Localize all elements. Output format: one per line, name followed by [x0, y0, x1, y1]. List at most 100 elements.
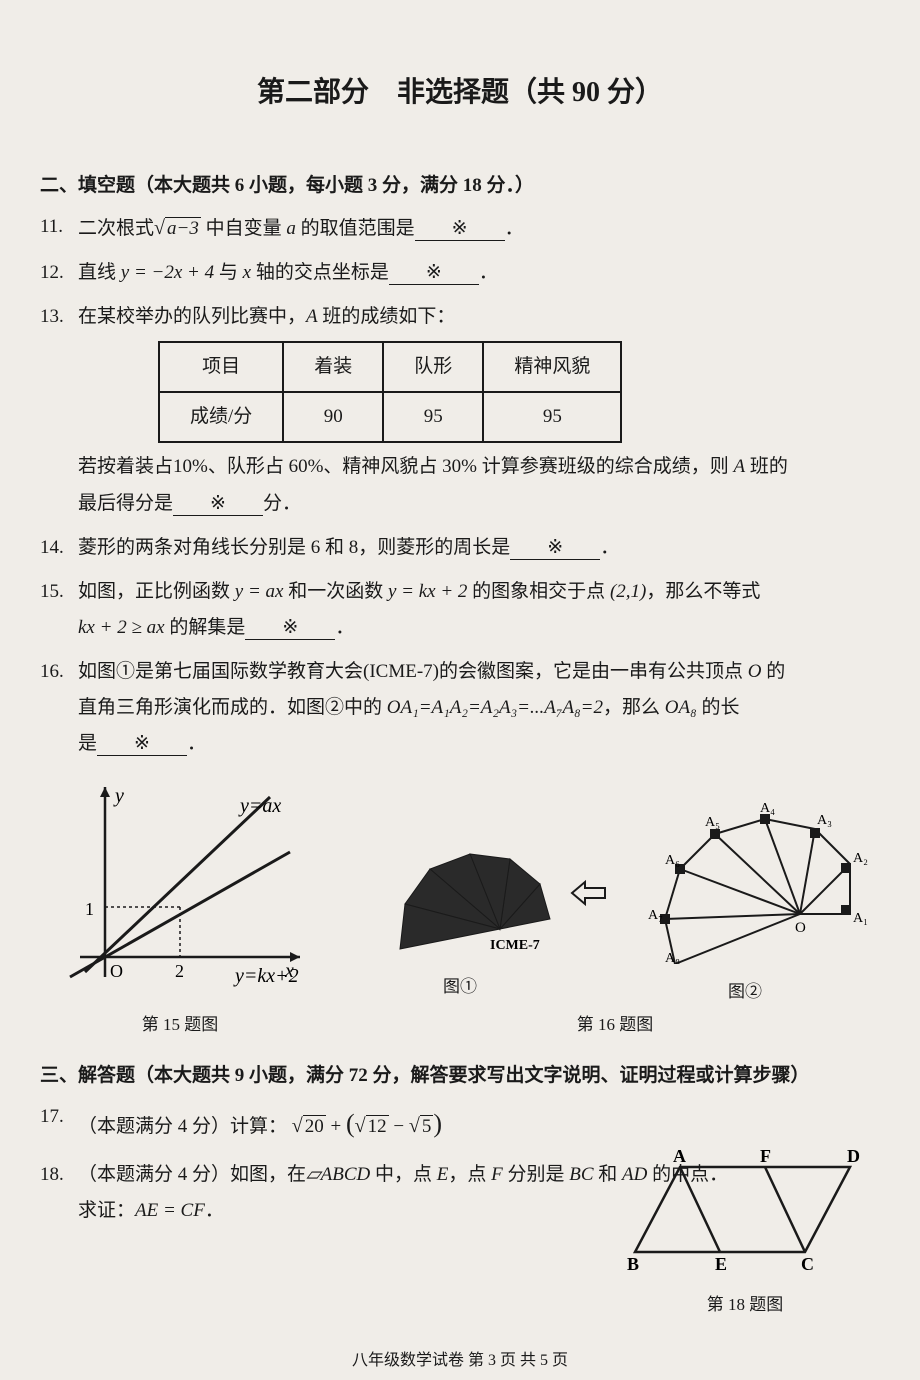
svg-text:F: F: [760, 1147, 771, 1166]
table-header-row: 项目 着装 队形 精神风貌: [159, 342, 621, 392]
q13-text2: 班的成绩如下：: [318, 306, 456, 327]
svg-text:2: 2: [175, 961, 184, 981]
question-12: 12. 直线 y = −2x + 4 与 x 轴的交点坐标是※．: [50, 255, 870, 291]
question-13: 13. 在某校举办的队列比赛中，A 班的成绩如下： 项目 着装 队形 精神风貌 …: [50, 299, 870, 521]
q16-eq: OA₁=A₁A₂=A₂A₃=...A₇A₈=2: [387, 697, 603, 718]
sqrt-icon: 5: [409, 1107, 433, 1145]
q18-end: ．: [205, 1200, 224, 1221]
question-17: 17. （本题满分 4 分）计算： 20 + (12 − 5): [50, 1099, 870, 1148]
lparen: (: [346, 1109, 355, 1138]
fig16-sub1-block: ICME-7 图①: [360, 789, 560, 997]
svg-text:A₁: A₁: [853, 911, 868, 926]
q16-t1: 如图①是第七届国际数学教育大会(ICME-7)的会徽图案，它是由一串有公共顶点: [78, 661, 748, 682]
sqrt-icon: a−3: [154, 209, 201, 247]
q11-after: 的取值范围是: [296, 218, 415, 239]
svg-text:y=kx+2: y=kx+2: [233, 965, 299, 987]
page-title: 第二部分 非选择题（共 90 分）: [50, 70, 870, 110]
figure-16: ICME-7 图①: [360, 784, 870, 1035]
q18-bc: BC: [569, 1164, 593, 1185]
q18-prefix: （本题满分 4 分）如图，在: [78, 1164, 306, 1185]
rparen: ): [433, 1109, 442, 1138]
q12-before: 直线: [78, 262, 121, 283]
q12-eq: y = −2x + 4: [121, 262, 214, 283]
q12-num: 12.: [40, 255, 64, 291]
q15-ineq: kx + 2 ≥ ax: [78, 617, 165, 638]
svg-text:A₆: A₆: [665, 853, 680, 868]
td-label: 成绩/分: [159, 392, 283, 442]
q18-f: F: [491, 1164, 503, 1185]
q16-t6: 是: [78, 733, 97, 754]
q15-end: ．: [335, 617, 354, 638]
q13-class: A: [306, 306, 318, 327]
page-footer: 八年级数学试卷 第 3 页 共 5 页: [352, 1346, 568, 1370]
section-2-header: 二、填空题（本大题共 6 小题，每小题 3 分，满分 18 分．）: [40, 170, 870, 197]
svg-text:y: y: [113, 785, 124, 807]
q11-mid: 中自变量: [201, 218, 287, 239]
question-14: 14. 菱形的两条对角线长分别是 6 和 8，则菱形的周长是※．: [50, 530, 870, 566]
q14-end: ．: [600, 537, 619, 558]
th-2: 队形: [383, 342, 483, 392]
q18-t1: 中，点: [370, 1164, 437, 1185]
q18-e: E: [437, 1164, 449, 1185]
fig16-sub1-caption: 图①: [360, 972, 560, 997]
question-15: 15. 如图，正比例函数 y = ax 和一次函数 y = kx + 2 的图象…: [50, 574, 870, 646]
svg-text:C: C: [801, 1254, 814, 1274]
q13-table: 项目 着装 队形 精神风貌 成绩/分 90 95 95: [158, 341, 622, 443]
q15-eq1: y = ax: [235, 581, 284, 602]
q13-line3: 最后得分是※分．: [78, 486, 870, 522]
q11-var: a: [286, 218, 296, 239]
svg-text:D: D: [847, 1147, 860, 1166]
q16-v2: OA₈: [665, 697, 697, 718]
q15-eq2: y = kx + 2: [388, 581, 467, 602]
q13-line2: 若按着装占10%、队形占 60%、精神风貌占 30% 计算参赛班级的综合成绩，则…: [78, 449, 870, 485]
fig16-sub2-block: O A₁ A₂ A₃ A₄ A₅ A₆ A₇ A₈ 图②: [620, 784, 870, 1002]
q11-text: 二次根式: [78, 218, 154, 239]
q18-num: 18.: [40, 1157, 64, 1193]
sqrt-icon: 12: [355, 1107, 389, 1145]
td-2: 95: [383, 392, 483, 442]
q16-line2: 直角三角形演化而成的．如图②中的 OA₁=A₁A₂=A₂A₃=...A₇A₈=2…: [78, 690, 870, 726]
q17-plus: +: [331, 1116, 346, 1137]
q14-blank: ※: [510, 538, 600, 560]
fig15-caption: 第 15 题图: [50, 1010, 310, 1035]
svg-text:1: 1: [85, 899, 94, 919]
q15-t2: 和一次函数: [283, 581, 388, 602]
figure-15: y x O 1 2 y=ax y=kx+2 第 15 题图: [50, 777, 310, 1035]
svg-text:A₅: A₅: [705, 815, 720, 830]
q12-blank: ※: [389, 263, 479, 285]
fig16-sub2-caption: 图②: [620, 977, 870, 1002]
q16-num: 16.: [40, 654, 64, 690]
q13-num: 13.: [40, 299, 64, 335]
question-16: 16. 如图①是第七届国际数学教育大会(ICME-7)的会徽图案，它是由一串有公…: [50, 654, 870, 762]
question-11: 11. 二次根式a−3 中自变量 a 的取值范围是※．: [50, 209, 870, 247]
th-3: 精神风貌: [483, 342, 621, 392]
q13-blank: ※: [173, 494, 263, 516]
q15-line2: kx + 2 ≥ ax 的解集是※．: [78, 610, 870, 646]
q13-unit: 分．: [263, 493, 301, 514]
q12-mid: 与: [214, 262, 243, 283]
q17-r3: 5: [420, 1115, 434, 1137]
q18-prove: 求证：: [78, 1200, 135, 1221]
q11-num: 11.: [40, 209, 63, 245]
svg-text:A₄: A₄: [760, 801, 775, 816]
th-item: 项目: [159, 342, 283, 392]
q16-t2: 的: [761, 661, 785, 682]
q15-t4: ，那么不等式: [646, 581, 760, 602]
parallelogram-diagram: A F D B E C: [625, 1147, 865, 1277]
q18-t4: 和: [594, 1164, 623, 1185]
svg-text:A₇: A₇: [648, 908, 663, 923]
q11-end: ．: [505, 218, 524, 239]
q18-t2: ，点: [448, 1164, 491, 1185]
q16-v1: O: [748, 661, 762, 682]
q17-r1: 20: [303, 1115, 326, 1137]
q15-t1: 如图，正比例函数: [78, 581, 235, 602]
q12-var: x: [243, 262, 251, 283]
q16-line3: 是※．: [78, 726, 870, 762]
q14-text: 菱形的两条对角线长分别是 6 和 8，则菱形的周长是: [78, 537, 510, 558]
section-3-header: 三、解答题（本大题共 9 小题，满分 72 分，解答要求写出文字说明、证明过程或…: [40, 1060, 870, 1087]
q16-t4: ，那么: [603, 697, 665, 718]
svg-text:A: A: [673, 1147, 686, 1166]
svg-text:E: E: [715, 1254, 727, 1274]
q11-blank: ※: [415, 219, 505, 241]
q18-shape: ▱ABCD: [306, 1164, 370, 1185]
